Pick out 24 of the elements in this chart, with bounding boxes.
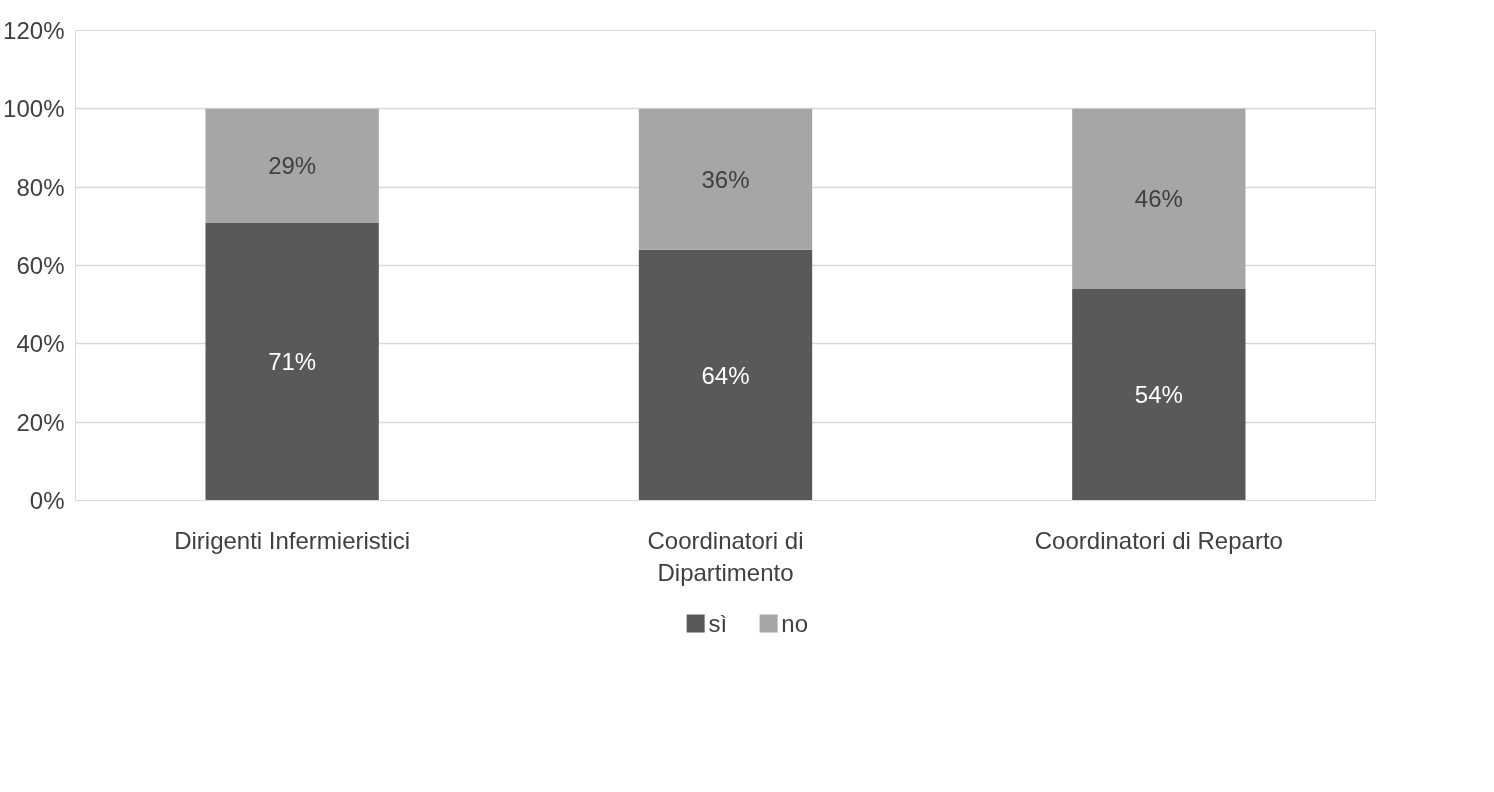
bar [1072, 108, 1246, 289]
data-label: 54% [1134, 381, 1183, 409]
x-tick-label: Coordinatori di Dipartimento [647, 526, 804, 586]
legend-label: sì [708, 610, 728, 637]
data-label: 64% [701, 361, 750, 389]
legend-label: no [781, 610, 809, 637]
bar [205, 222, 379, 501]
data-label: 36% [701, 165, 750, 193]
bar [638, 249, 813, 501]
y-tick-label: 100% [3, 95, 65, 123]
y-tick-label: 20% [16, 408, 65, 436]
data-label: 71% [268, 347, 317, 375]
x-tick-label: Dirigenti Infermieristici [174, 526, 411, 554]
data-label: 29% [268, 152, 317, 180]
data-label: 46% [1134, 185, 1183, 213]
bar [1072, 289, 1246, 501]
y-tick-label: 60% [16, 252, 65, 279]
y-tick-label: 40% [16, 330, 65, 358]
x-tick-label: Coordinatori di Reparto [1034, 526, 1283, 554]
bar [638, 108, 813, 250]
bar [205, 108, 379, 223]
y-tick-label: 0% [29, 487, 65, 514]
y-tick-label: 120% [3, 17, 65, 44]
y-tick-label: 80% [16, 173, 65, 201]
